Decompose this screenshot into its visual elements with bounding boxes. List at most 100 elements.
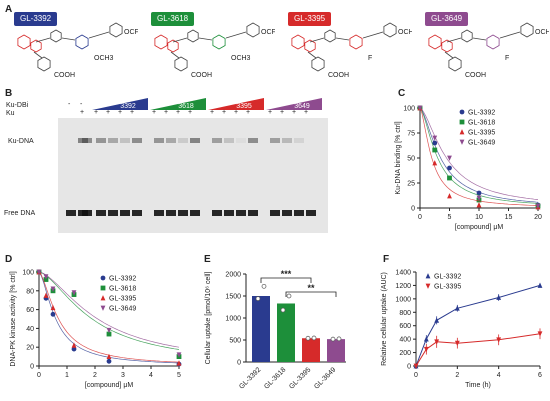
panel-letter-a: A — [5, 4, 13, 15]
significance-label: *** — [281, 269, 292, 279]
ring — [17, 34, 31, 50]
lane-marker-plus: + — [164, 109, 169, 116]
chart-dna-pk-activity: 0 1 2 3 4 5 0 20 40 60 80 100 [compound] μM DNA-PK ki… — [10, 269, 182, 389]
y-tick-label: 800 — [399, 310, 411, 317]
bond — [307, 51, 317, 59]
ring — [349, 34, 363, 50]
lane-marker-plus: + — [80, 109, 85, 116]
ring — [109, 22, 123, 38]
replicate-point — [305, 335, 311, 341]
legend-marker — [100, 275, 106, 281]
bar — [252, 296, 270, 362]
free-dna-band — [120, 210, 130, 216]
y-tick-label: 200 — [399, 350, 411, 357]
significance-label: ** — [307, 283, 315, 293]
legend-label: GL-3395 — [109, 296, 136, 303]
ring — [461, 29, 473, 43]
free-dna-band — [270, 210, 280, 216]
data-point — [106, 353, 112, 359]
chart-cellular-uptake: 0 500 1000 1500 2000 Cellular uptake [pmol/10… — [205, 269, 346, 391]
ku-dna-band — [270, 138, 280, 143]
wedge-shape — [92, 98, 148, 110]
compound-structure: F OCH3 COOH — [428, 22, 549, 79]
free-dna-band — [178, 210, 188, 216]
bar — [302, 338, 320, 362]
x-axis-label: [compound] μM — [455, 224, 504, 231]
y-axis-label: DNA-PK kinase activity [% ctrl] — [10, 271, 17, 366]
ring — [187, 29, 199, 43]
lane-marker-plus: + — [176, 109, 181, 116]
significance-bracket — [285, 291, 337, 297]
y-tick-label: 0 — [407, 364, 411, 371]
replicate-point — [336, 336, 342, 342]
lane-marker-minus: - — [80, 101, 83, 108]
free-dna-band — [154, 210, 164, 216]
bar — [327, 339, 345, 362]
ku-dna-band — [166, 138, 176, 143]
band-label-ku-dna: Ku-DNA — [8, 138, 34, 145]
x-tick-label: 5 — [177, 372, 181, 379]
ku-dna-band — [132, 138, 142, 143]
y-axis-label: Cellular uptake [pmol/10⁶ cell] — [205, 272, 212, 365]
data-point — [423, 346, 429, 353]
panel-letter-e: E — [204, 254, 211, 265]
category-label: GL-3618 — [263, 366, 287, 390]
compound-badge: GL-3618 — [151, 12, 195, 26]
data-point — [106, 358, 112, 364]
chart-ku-dna-binding: 0 5 10 15 20 0 25 50 75 100 [compound] μM Ku-DNA bi… — [395, 105, 542, 231]
ring — [50, 29, 62, 43]
legend-marker — [100, 285, 106, 291]
free-dna-band — [66, 210, 76, 216]
band-label-free-dna: Free DNA — [4, 210, 36, 217]
y-tick-label: 1500 — [225, 294, 241, 301]
wedge-label: 3618 — [178, 103, 194, 110]
x-tick-label: 2 — [455, 372, 459, 379]
gel-image — [58, 118, 328, 233]
ring — [520, 22, 534, 38]
x-axis-label: [compound] μM — [85, 382, 134, 389]
y-tick-label: 0 — [30, 364, 34, 371]
free-dna-band — [236, 210, 246, 216]
x-tick-label: 6 — [538, 372, 542, 379]
data-point — [43, 274, 49, 280]
wedge-label: 3395 — [236, 103, 252, 110]
substituent-label: OCH3 — [94, 55, 114, 62]
legend-marker — [459, 129, 465, 135]
compound-structure: F OCH3 COOH — [291, 22, 412, 79]
lane-marker-plus: + — [234, 109, 239, 116]
replicate-point — [330, 336, 336, 342]
legend-label: GL-3649 — [468, 140, 495, 147]
lane-marker-minus: - — [68, 101, 71, 108]
y-axis-label: Ku-DNA binding [% ctrl] — [395, 121, 402, 194]
x-tick-label: 15 — [505, 214, 513, 221]
x-tick-label: 1 — [65, 372, 69, 379]
y-tick-label: 20 — [26, 345, 34, 352]
lane-marker-plus: + — [118, 109, 123, 116]
legend-marker — [425, 283, 431, 289]
bond — [88, 31, 110, 39]
bond — [198, 37, 213, 41]
ku-dna-band — [190, 138, 200, 143]
data-point — [537, 331, 543, 337]
ring — [75, 34, 89, 50]
data-point — [417, 105, 423, 111]
substituent-label: F — [368, 55, 372, 62]
ku-dna-band — [212, 138, 222, 143]
lane-marker-plus: + — [222, 109, 227, 116]
data-point — [434, 317, 440, 323]
lane-marker-plus: + — [292, 109, 297, 116]
substituent-label: OCF3 — [261, 29, 275, 36]
compound-badge: GL-3395 — [288, 12, 332, 26]
free-dna-band — [248, 210, 258, 216]
bar — [277, 303, 295, 362]
y-tick-label: 0 — [237, 360, 241, 367]
lane-marker-plus: + — [280, 109, 285, 116]
y-tick-label: 80 — [26, 288, 34, 295]
panel-letter-c: C — [398, 88, 406, 99]
free-dna-band — [224, 210, 234, 216]
ring — [486, 34, 500, 50]
data-point — [50, 304, 56, 311]
substituent-label: COOH — [465, 72, 486, 79]
substituent-label: OCF3 — [124, 29, 138, 36]
